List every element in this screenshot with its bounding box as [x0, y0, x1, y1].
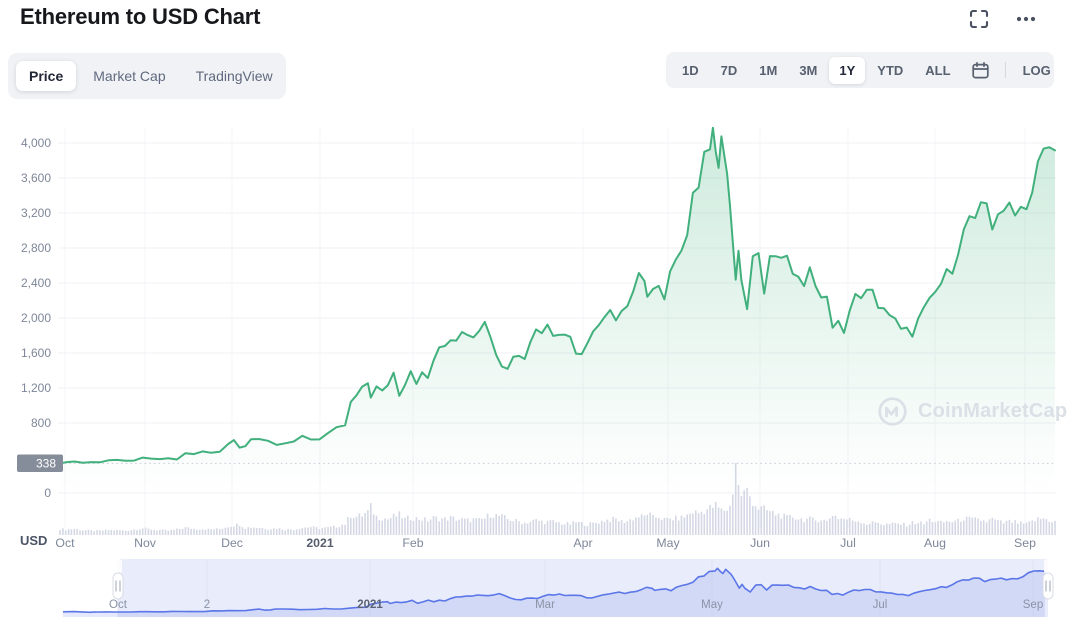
x-tick-label: Jul [840, 536, 856, 550]
navigator-selected-range[interactable] [118, 559, 1048, 617]
navigator-line [62, 567, 1045, 614]
chart-type-tabs: Price Market Cap TradingView [8, 53, 286, 99]
range-1m-button[interactable]: 1M [749, 57, 787, 84]
navigator-label: Mar [535, 599, 555, 611]
fullscreen-icon [969, 9, 989, 29]
price-area [60, 127, 1055, 494]
x-tick-label: Aug [924, 536, 946, 550]
y-tick-label: 2,800 [21, 241, 51, 255]
x-tick-label: May [656, 536, 680, 550]
y-tick-label: 1,600 [21, 346, 51, 360]
y-tick-label: 3,600 [21, 171, 51, 185]
date-picker-button[interactable] [963, 57, 998, 84]
axis-unit-label: USD [20, 533, 48, 548]
log-scale-button[interactable]: LOG [1013, 57, 1061, 84]
x-tick-label: Apr [573, 536, 592, 550]
calendar-icon [971, 61, 989, 78]
x-tick-label: Feb [402, 536, 423, 550]
navigator-label: Jul [873, 599, 888, 611]
price-line [59, 126, 1056, 465]
volume-bars [59, 463, 1056, 535]
y-tick-label: 0 [44, 486, 51, 500]
x-tick-label: 2021 [306, 536, 334, 550]
range-1y-button[interactable]: 1Y [829, 56, 866, 84]
navigator-label: May [701, 599, 723, 611]
navigator-label: 2 [204, 599, 210, 611]
x-tick-label: Oct [55, 536, 75, 550]
range-3m-button[interactable]: 3M [789, 57, 827, 84]
navigator-label: Sep [1023, 599, 1043, 611]
navigator-label: 2021 [357, 599, 383, 611]
price-chart[interactable]: 4,000 3,600 3,200 2,800 2,400 2,000 1,600 1,200… [0, 0, 1080, 558]
tab-tradingview[interactable]: TradingView [183, 61, 286, 91]
range-7d-button[interactable]: 7D [711, 57, 748, 84]
x-tick-label: Sep [1014, 536, 1036, 550]
y-tick-label: 2,400 [21, 276, 51, 290]
navigator-left-handle[interactable] [112, 559, 124, 600]
y-tick-label: 800 [31, 416, 51, 430]
navigator-area [63, 568, 1045, 617]
ellipsis-icon [1016, 16, 1036, 22]
open-price-badge [17, 454, 63, 472]
time-range-toolbar: 1D 7D 1M 3M 1Y YTD ALL LOG [666, 52, 1054, 88]
x-tick-label: Dec [221, 536, 243, 550]
toolbar-divider [1004, 62, 1006, 78]
page-title: Ethereum to USD Chart [20, 4, 261, 29]
fullscreen-button[interactable] [963, 5, 995, 33]
y-tick-label: 4,000 [21, 136, 51, 150]
y-tick-label: 1,200 [21, 381, 51, 395]
tab-market-cap[interactable]: Market Cap [80, 61, 178, 91]
navigator-right-handle[interactable] [1042, 559, 1054, 600]
open-price-badge-label: 338 [36, 457, 56, 471]
x-tick-label: Jun [750, 536, 770, 550]
range-all-button[interactable]: ALL [915, 57, 960, 84]
range-navigator[interactable]: Oct 2 2021 Mar May Jul Sep [0, 558, 1080, 631]
range-1d-button[interactable]: 1D [672, 57, 709, 84]
y-tick-label: 2,000 [21, 311, 51, 325]
navigator-label: Oct [109, 599, 128, 611]
more-options-button[interactable] [1010, 5, 1042, 33]
tab-price[interactable]: Price [16, 61, 77, 91]
x-tick-label: Nov [134, 536, 157, 550]
range-ytd-button[interactable]: YTD [867, 57, 913, 84]
y-tick-label: 3,200 [21, 206, 51, 220]
